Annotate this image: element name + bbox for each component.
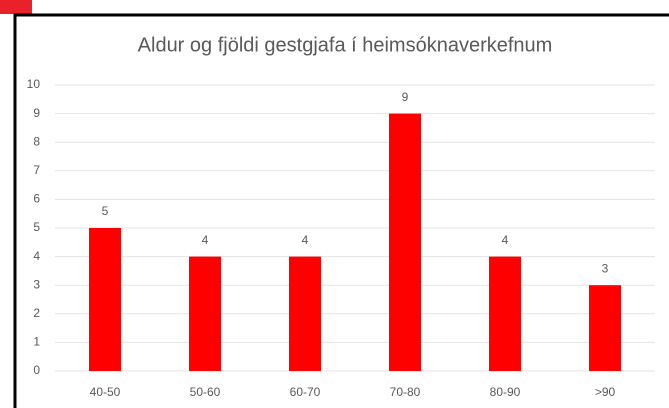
y-tick-label: 1: [33, 335, 40, 349]
data-label: 9: [402, 90, 409, 104]
bar: [189, 256, 221, 371]
bar: [89, 228, 121, 371]
y-tick-label: 8: [33, 134, 40, 148]
y-tick-label: 0: [33, 363, 40, 377]
bar: [489, 256, 521, 371]
frame: [13, 13, 669, 408]
x-tick-label: 80-90: [490, 385, 521, 399]
x-tick-label: >90: [595, 385, 616, 399]
data-label: 4: [202, 233, 209, 247]
x-tick-label: 70-80: [390, 385, 421, 399]
y-tick-label: 6: [33, 192, 40, 206]
x-tick-label: 40-50: [90, 385, 121, 399]
data-label: 4: [502, 233, 509, 247]
y-tick-label: 5: [33, 220, 40, 234]
y-tick-label: 2: [33, 306, 40, 320]
corner-badge: [0, 0, 32, 14]
bar: [389, 113, 421, 371]
y-tick-label: 10: [27, 77, 41, 91]
y-tick-label: 7: [33, 163, 40, 177]
y-tick-label: 9: [33, 106, 40, 120]
chart-title: Aldur og fjöldi gestgjafa í heimsóknaver…: [138, 34, 553, 56]
data-label: 4: [302, 233, 309, 247]
y-tick-label: 4: [33, 249, 40, 263]
x-tick-label: 60-70: [290, 385, 321, 399]
bar: [589, 285, 621, 371]
x-tick-label: 50-60: [190, 385, 221, 399]
data-label: 5: [102, 204, 109, 218]
bar: [289, 256, 321, 371]
y-tick-label: 3: [33, 277, 40, 291]
data-label: 3: [602, 261, 609, 275]
